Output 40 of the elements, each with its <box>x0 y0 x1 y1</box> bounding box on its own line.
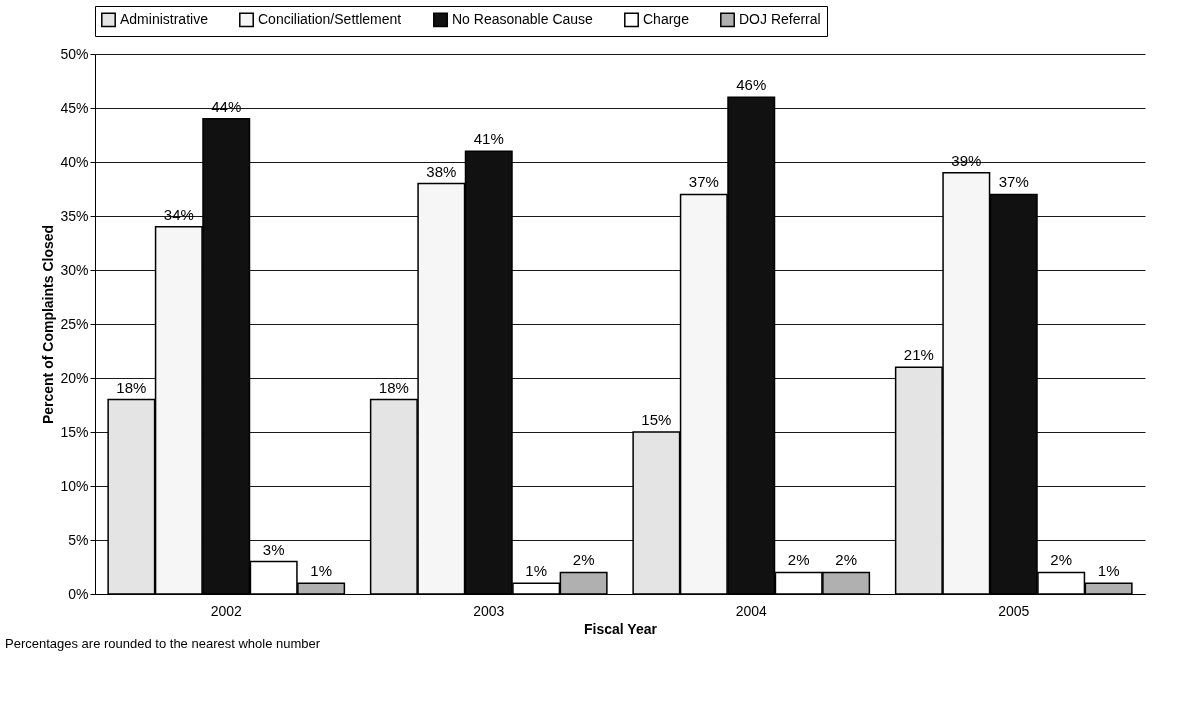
y-tick-label: 45% <box>60 99 89 116</box>
legend-label: Administrative <box>120 10 209 27</box>
data-label: 46% <box>736 76 767 94</box>
legend-label: No Reasonable Cause <box>452 10 594 27</box>
y-tick-label: 10% <box>60 477 89 494</box>
y-tick-label: 15% <box>60 423 89 440</box>
x-tick-label: 2002 <box>210 602 243 619</box>
data-label: 1% <box>1097 562 1120 580</box>
y-tick-label: 30% <box>60 261 89 278</box>
data-label: 2% <box>787 551 810 569</box>
y-axis-title: Percent of Complaints Closed <box>40 224 57 425</box>
data-label: 21% <box>903 346 934 364</box>
data-label: 1% <box>310 562 332 580</box>
y-tick-label: 35% <box>60 207 89 224</box>
y-tick-label: 5% <box>68 531 89 548</box>
data-label: 37% <box>688 173 719 191</box>
data-label: 37% <box>998 173 1029 191</box>
data-label: 2% <box>1050 551 1073 569</box>
data-label: 41% <box>473 130 504 148</box>
data-label: 3% <box>262 540 285 558</box>
legend-label: DOJ Referral <box>739 10 821 27</box>
data-label: 2% <box>835 551 857 569</box>
x-tick-label: 2004 <box>735 602 768 619</box>
y-tick-label: 50% <box>60 45 89 62</box>
x-axis-title: Fiscal Year <box>584 620 658 637</box>
data-label: 15% <box>641 411 672 428</box>
x-tick-label: 2003 <box>473 602 505 619</box>
data-label: 18% <box>378 378 409 396</box>
data-label: 1% <box>525 562 548 580</box>
legend-label: Charge <box>643 10 690 27</box>
y-tick-label: 20% <box>60 369 89 386</box>
y-tick-label: 0% <box>68 585 89 602</box>
text: Percentages are rounded to the nearest whole number <box>5 636 321 651</box>
data-label: 38% <box>426 162 457 180</box>
legend-label: Conciliation/Settlement <box>258 10 402 27</box>
data-label: 2% <box>572 551 595 569</box>
y-tick-label: 25% <box>60 315 89 332</box>
data-label: 18% <box>116 378 147 396</box>
x-tick-label: 2005 <box>998 602 1030 619</box>
y-tick-label: 40% <box>60 153 89 170</box>
